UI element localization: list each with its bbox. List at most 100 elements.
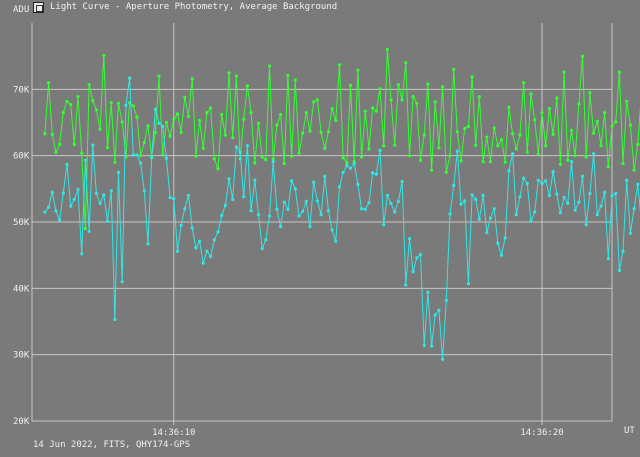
app-icon[interactable]	[33, 2, 44, 13]
data-point	[555, 192, 559, 196]
data-point	[492, 207, 496, 211]
data-point	[606, 165, 610, 169]
data-point	[275, 207, 279, 211]
data-point	[518, 133, 522, 137]
data-point	[153, 107, 157, 111]
data-point	[234, 74, 238, 78]
data-point	[58, 142, 62, 146]
axis-labels: 30K40K50K60K70K20KADUUT14:36:1014:36:201…	[13, 5, 635, 438]
data-point	[636, 182, 640, 186]
grid	[31, 23, 613, 425]
data-point	[223, 203, 227, 207]
y-tick-label: 50K	[13, 218, 30, 228]
data-point	[168, 195, 172, 200]
data-point	[157, 74, 161, 78]
data-point	[304, 199, 308, 203]
y-tick-label: 70K	[13, 85, 30, 95]
data-point	[337, 63, 342, 67]
data-point	[54, 150, 58, 154]
data-point	[348, 166, 353, 170]
data-point	[466, 124, 470, 129]
data-point	[385, 47, 389, 52]
data-point	[584, 155, 588, 159]
data-point	[98, 201, 102, 205]
data-point	[518, 195, 522, 199]
data-point	[102, 53, 106, 58]
data-point	[345, 164, 349, 168]
data-point	[146, 124, 150, 128]
data-point	[584, 223, 588, 227]
data-point	[341, 156, 345, 160]
data-point	[389, 98, 393, 102]
data-point	[113, 160, 117, 164]
title-bar: Light Curve - Aperture Photometry, Avera…	[0, 0, 640, 16]
data-point	[260, 155, 264, 159]
data-point	[175, 112, 180, 116]
data-point	[116, 170, 121, 174]
data-point	[315, 199, 319, 203]
data-point	[360, 207, 364, 211]
data-point	[161, 124, 165, 129]
data-point	[496, 144, 500, 148]
data-point	[507, 105, 511, 109]
data-point	[474, 143, 478, 147]
data-point	[496, 241, 500, 245]
data-point	[186, 114, 191, 119]
data-point	[444, 298, 448, 302]
data-point	[382, 223, 386, 227]
data-point	[544, 179, 548, 183]
data-point	[407, 154, 412, 158]
data-point	[374, 172, 378, 176]
data-point	[212, 238, 216, 242]
data-point	[448, 212, 452, 216]
data-point	[614, 191, 618, 196]
data-point	[256, 121, 261, 125]
data-point	[301, 131, 305, 135]
data-point	[271, 157, 275, 161]
data-point	[374, 109, 378, 113]
data-point	[275, 123, 279, 127]
data-point	[164, 156, 168, 160]
data-point	[47, 205, 51, 209]
data-point	[433, 313, 437, 317]
data-point	[621, 249, 625, 253]
data-point	[580, 174, 585, 178]
data-point	[190, 77, 194, 81]
data-point	[503, 160, 507, 164]
data-point	[499, 253, 504, 257]
data-point	[91, 143, 95, 147]
data-point	[444, 170, 448, 174]
data-point	[400, 98, 404, 102]
data-point	[334, 239, 338, 243]
data-point	[120, 120, 124, 124]
data-point	[525, 150, 529, 154]
y-tick-label: 30K	[13, 351, 30, 361]
data-point	[65, 162, 69, 166]
data-point	[50, 190, 54, 194]
data-point	[245, 84, 249, 88]
data-point	[378, 148, 382, 152]
data-point	[172, 117, 176, 121]
data-point	[481, 160, 485, 164]
data-point	[308, 129, 312, 133]
data-point	[418, 158, 423, 162]
data-point	[463, 126, 467, 131]
data-point	[76, 95, 80, 99]
data-point	[146, 242, 150, 246]
series-1	[43, 47, 640, 231]
data-point	[102, 193, 106, 197]
data-point	[411, 270, 415, 274]
data-point	[474, 197, 478, 201]
data-point	[488, 216, 493, 220]
data-point	[72, 197, 76, 201]
data-point	[367, 201, 371, 205]
data-point	[65, 99, 69, 103]
data-point	[249, 209, 253, 213]
data-point	[588, 191, 592, 196]
data-point	[514, 213, 518, 217]
data-point	[286, 73, 290, 77]
data-point	[580, 54, 585, 58]
data-point	[43, 132, 47, 136]
data-point	[555, 96, 559, 100]
data-point	[242, 117, 246, 121]
